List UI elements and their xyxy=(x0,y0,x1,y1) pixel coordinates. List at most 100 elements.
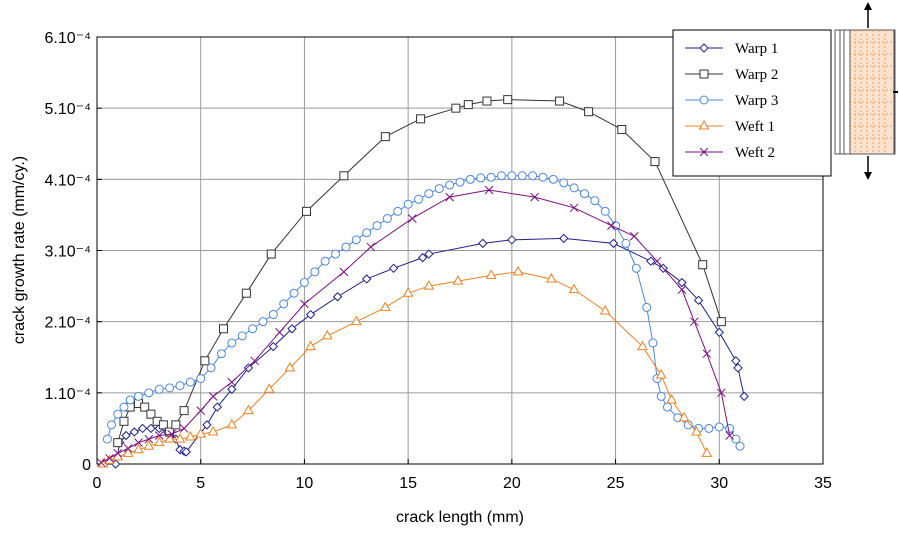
marker xyxy=(275,327,284,337)
marker xyxy=(263,383,275,393)
marker xyxy=(507,235,517,245)
marker xyxy=(268,310,278,320)
marker xyxy=(698,260,708,270)
marker xyxy=(165,383,175,393)
marker xyxy=(590,196,600,206)
marker xyxy=(289,288,299,298)
y-tick-label: 1.10⁻⁴ xyxy=(45,386,92,403)
marker xyxy=(704,423,714,433)
marker xyxy=(179,406,189,416)
marker xyxy=(496,171,506,181)
marker xyxy=(445,192,454,202)
marker xyxy=(465,174,475,184)
legend-marker xyxy=(699,43,709,53)
marker xyxy=(105,453,114,463)
legend-marker xyxy=(699,69,709,79)
marker xyxy=(196,374,206,384)
marker xyxy=(545,272,557,283)
y-tick-label: 3.10⁻⁴ xyxy=(45,244,92,261)
marker xyxy=(714,422,724,432)
marker xyxy=(158,420,168,430)
marker xyxy=(677,277,687,288)
y-tick-label: 5.10⁻⁴ xyxy=(45,101,92,118)
marker xyxy=(300,299,309,309)
marker xyxy=(666,393,677,404)
marker xyxy=(731,356,741,366)
marker xyxy=(113,448,123,458)
marker xyxy=(299,278,309,288)
legend-label: Warp 3 xyxy=(735,93,778,109)
series-line xyxy=(100,189,731,464)
marker xyxy=(206,363,216,373)
marker xyxy=(310,267,320,277)
marker xyxy=(600,206,610,216)
marker xyxy=(185,377,195,387)
x-tick-label: 25 xyxy=(607,475,625,492)
marker xyxy=(451,103,461,113)
y-tick-label: 6.10⁻⁴ xyxy=(45,30,92,47)
marker xyxy=(629,231,639,241)
marker xyxy=(702,349,712,359)
marker xyxy=(321,329,333,340)
marker xyxy=(434,184,444,194)
marker xyxy=(154,384,164,394)
marker xyxy=(731,434,741,444)
marker xyxy=(284,361,296,372)
x-tick-label: 15 xyxy=(399,475,417,492)
marker xyxy=(143,440,155,450)
marker xyxy=(167,429,177,439)
marker xyxy=(637,340,648,351)
x-tick-label: 35 xyxy=(814,475,832,492)
marker xyxy=(243,363,254,373)
marker xyxy=(219,324,229,334)
marker xyxy=(716,317,726,327)
x-tick-label: 20 xyxy=(503,475,521,492)
plot-frame xyxy=(96,36,824,465)
marker xyxy=(102,434,112,444)
marker xyxy=(96,458,106,467)
marker xyxy=(122,447,134,457)
marker xyxy=(455,177,465,187)
marker xyxy=(181,447,191,457)
marker xyxy=(175,381,185,391)
marker xyxy=(559,233,569,244)
marker xyxy=(445,180,455,190)
specimen-icon xyxy=(834,2,898,180)
marker xyxy=(621,238,631,248)
y-tick-label: 0 xyxy=(82,457,91,474)
marker xyxy=(113,409,123,419)
marker xyxy=(144,388,154,398)
marker xyxy=(208,392,218,401)
marker xyxy=(341,242,351,252)
marker xyxy=(739,391,749,402)
marker xyxy=(584,107,594,117)
marker xyxy=(650,157,660,167)
marker xyxy=(478,238,488,249)
marker xyxy=(226,418,238,429)
marker xyxy=(403,199,413,209)
marker xyxy=(184,430,196,441)
marker xyxy=(164,433,175,443)
marker xyxy=(179,424,189,433)
marker xyxy=(212,402,223,412)
marker xyxy=(227,338,237,348)
marker xyxy=(305,340,317,351)
marker xyxy=(569,203,579,213)
x-tick-label: 5 xyxy=(196,475,205,492)
marker xyxy=(402,287,414,297)
marker xyxy=(642,302,652,312)
y-tick-label: 4.10⁻⁴ xyxy=(45,172,92,189)
marker xyxy=(725,431,735,440)
marker xyxy=(579,189,589,199)
marker xyxy=(725,423,735,433)
marker xyxy=(146,409,156,419)
marker xyxy=(121,430,131,441)
marker xyxy=(382,213,392,223)
marker xyxy=(362,228,372,238)
x-axis-title: crack length (mm) xyxy=(396,509,524,526)
y-axis-title: crack growth rate (mm/cy.) xyxy=(11,156,28,344)
marker xyxy=(339,267,349,277)
marker xyxy=(133,391,143,401)
marker xyxy=(503,95,513,105)
